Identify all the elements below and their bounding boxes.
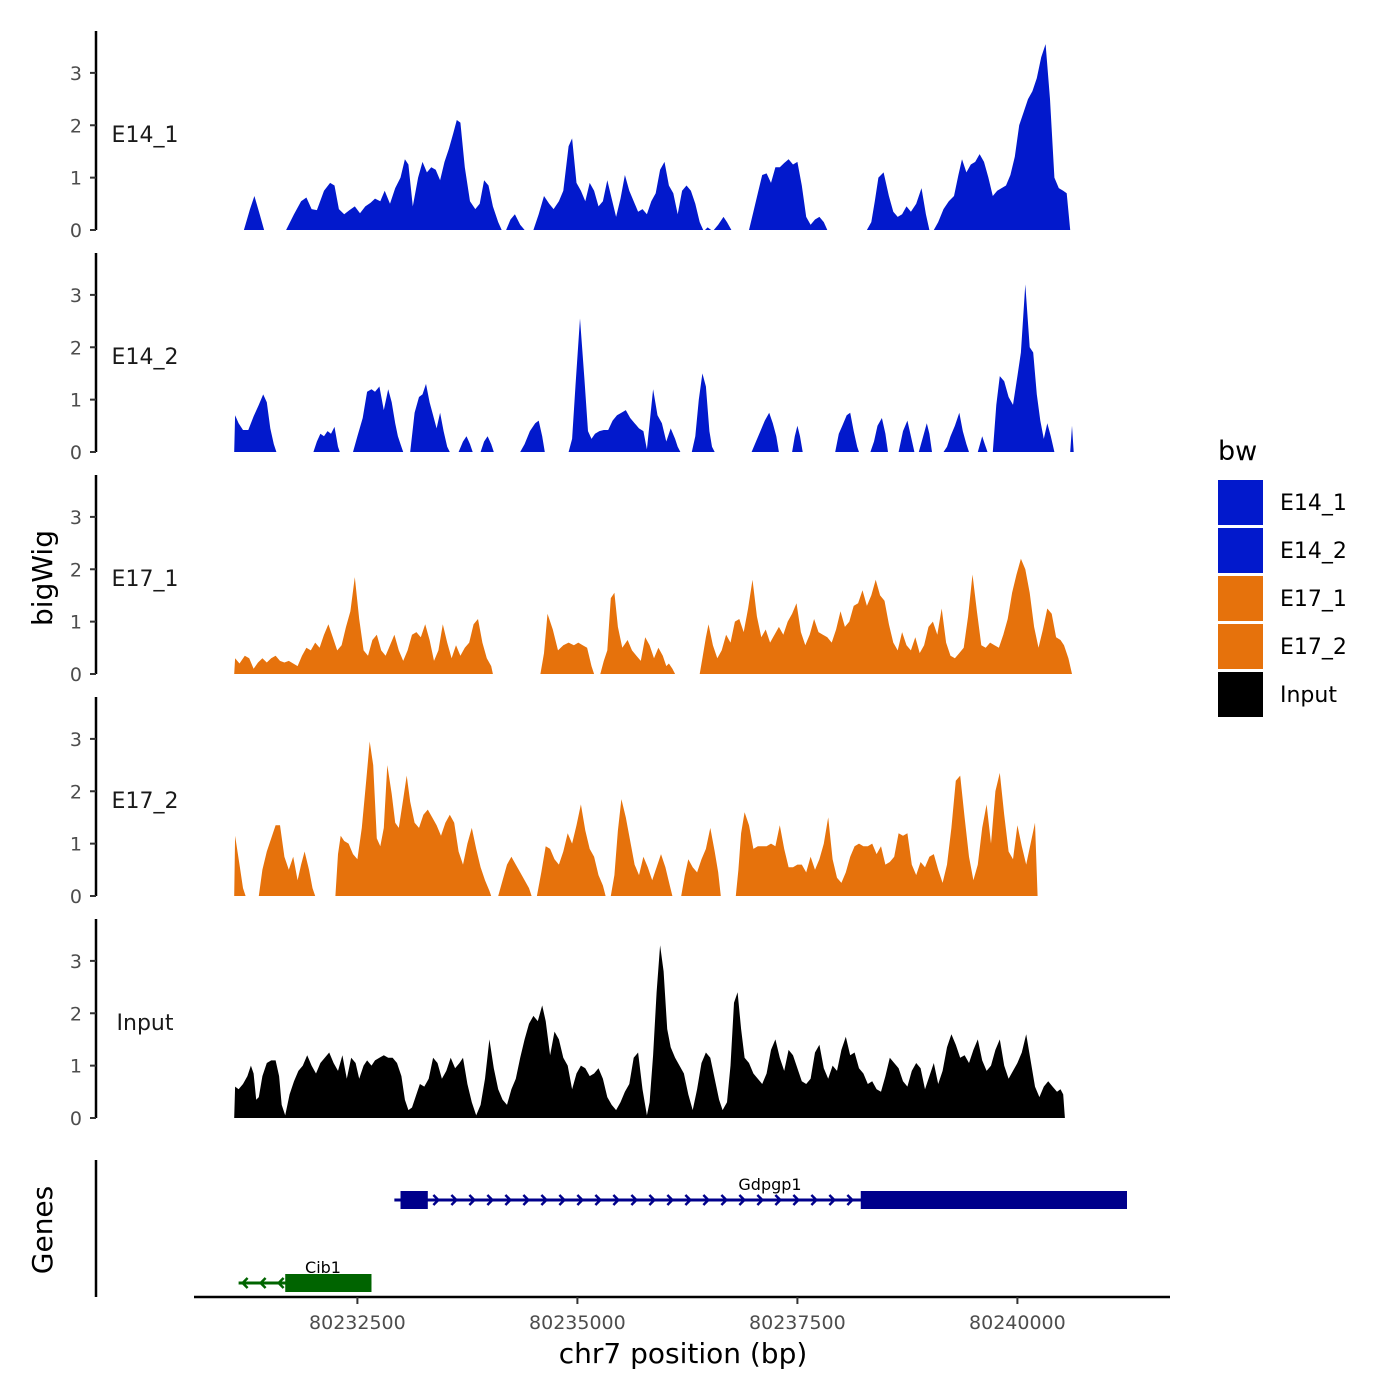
track-label: E14_1 (112, 123, 179, 148)
y-tick-label: 0 (70, 220, 82, 242)
coverage-area-e17-1 (234, 558, 1072, 674)
y-tick-label: 0 (70, 664, 82, 686)
strand-arrow (810, 1194, 819, 1206)
x-axis-title: chr7 position (bp) (559, 1337, 808, 1370)
coverage-area-e14-1 (243, 44, 1071, 230)
y-axis-title: bigWig (26, 530, 59, 626)
gene-exon (860, 1191, 1127, 1209)
gene-label: Gdpgp1 (738, 1175, 801, 1194)
legend-swatch (1218, 480, 1263, 525)
strand-arrow (486, 1194, 495, 1206)
legend-label: Input (1280, 683, 1337, 708)
x-tick-label: 80235000 (529, 1312, 626, 1334)
strand-arrow (522, 1194, 531, 1206)
y-tick-label: 2 (70, 559, 82, 581)
strand-arrow (828, 1194, 837, 1206)
legend-swatch (1218, 624, 1263, 669)
track-e14-1: 0 1 2 3 E14_1 (70, 31, 1071, 242)
legend-label: E14_2 (1280, 539, 1347, 564)
legend-entry-e17-2: E17_2 (1218, 624, 1347, 669)
legend-swatch (1218, 576, 1263, 621)
bigwig-tracks: 0 1 2 3 E14_1 0 1 2 3 E14_2 0 1 2 3 E17_1 0 1 2 3 E17_2 0 1 2 3… (70, 31, 1074, 1130)
strand-arrow (612, 1194, 621, 1206)
legend-entry-e17-1: E17_1 (1218, 576, 1347, 621)
strand-arrow (558, 1194, 567, 1206)
y-tick-label: 0 (70, 1108, 82, 1130)
legend-entry-e14-1: E14_1 (1218, 480, 1347, 525)
gene-track: Gdpgp1 Cib1 (94, 1160, 1127, 1297)
track-e14-2: 0 1 2 3 E14_2 (70, 253, 1074, 464)
legend-label: E17_2 (1280, 635, 1347, 660)
y-tick-label: 1 (70, 168, 82, 190)
strand-arrow (720, 1194, 729, 1206)
strand-arrow (756, 1194, 765, 1206)
strand-arrow (276, 1277, 285, 1289)
legend-swatch (1218, 528, 1263, 573)
gene-label: Cib1 (305, 1258, 341, 1277)
gene-exon (285, 1274, 372, 1292)
y-tick-label: 1 (70, 1056, 82, 1078)
track-e17-1: 0 1 2 3 E17_1 (70, 475, 1072, 686)
coverage-area-e14-2 (234, 284, 1074, 452)
y-tick-label: 3 (70, 63, 82, 85)
legend-title: bw (1218, 436, 1257, 467)
strand-arrow (468, 1194, 477, 1206)
y-tick-label: 1 (70, 390, 82, 412)
coverage-area-e17-2 (234, 741, 1038, 896)
legend-label: E14_1 (1280, 491, 1347, 516)
y-tick-label: 1 (70, 612, 82, 634)
x-tick-label: 80232500 (309, 1312, 406, 1334)
strand-arrow (738, 1194, 747, 1206)
strand-arrow (432, 1194, 441, 1206)
strand-arrow (450, 1194, 459, 1206)
legend-entry-e14-2: E14_2 (1218, 528, 1347, 573)
legend-entry-input: Input (1218, 672, 1337, 717)
y-tick-label: 2 (70, 1003, 82, 1025)
y-tick-label: 2 (70, 781, 82, 803)
x-axis: 80232500 80235000 80237500 80240000 (194, 1295, 1170, 1334)
genes-axis-title: Genes (26, 1186, 59, 1274)
strand-arrow (648, 1194, 657, 1206)
y-tick-label: 2 (70, 337, 82, 359)
legend-swatch (1218, 672, 1263, 717)
strand-arrow (774, 1194, 783, 1206)
track-label: E14_2 (112, 345, 179, 370)
strand-arrow (702, 1194, 711, 1206)
strand-arrow (576, 1194, 585, 1206)
strand-arrow (846, 1194, 855, 1206)
gene-gdpgp1: Gdpgp1 (394, 1175, 1127, 1209)
track-input: 0 1 2 3 Input (70, 919, 1065, 1130)
coverage-area-input (234, 945, 1065, 1118)
strand-arrow (240, 1277, 249, 1289)
y-tick-label: 3 (70, 951, 82, 973)
gene-cib1: Cib1 (238, 1258, 372, 1292)
strand-arrow (504, 1194, 513, 1206)
y-tick-label: 0 (70, 886, 82, 908)
y-tick-label: 0 (70, 442, 82, 464)
strand-arrow (594, 1194, 603, 1206)
legend: bw E14_1 E14_2 E17_1 E17_2 Input (1218, 436, 1347, 717)
y-tick-label: 3 (70, 729, 82, 751)
track-label: E17_2 (112, 789, 179, 814)
track-label: Input (117, 1011, 174, 1036)
y-tick-label: 2 (70, 115, 82, 137)
strand-arrow (666, 1194, 675, 1206)
gene-exon (400, 1191, 428, 1209)
strand-arrow (540, 1194, 549, 1206)
y-tick-label: 3 (70, 285, 82, 307)
legend-label: E17_1 (1280, 587, 1347, 612)
strand-arrow (258, 1277, 267, 1289)
track-e17-2: 0 1 2 3 E17_2 (70, 697, 1038, 908)
y-tick-label: 1 (70, 834, 82, 856)
x-tick-label: 80240000 (969, 1312, 1066, 1334)
strand-arrow (792, 1194, 801, 1206)
y-tick-label: 3 (70, 507, 82, 529)
strand-arrow (630, 1194, 639, 1206)
track-label: E17_1 (112, 567, 179, 592)
strand-arrow (684, 1194, 693, 1206)
x-tick-label: 80237500 (749, 1312, 846, 1334)
